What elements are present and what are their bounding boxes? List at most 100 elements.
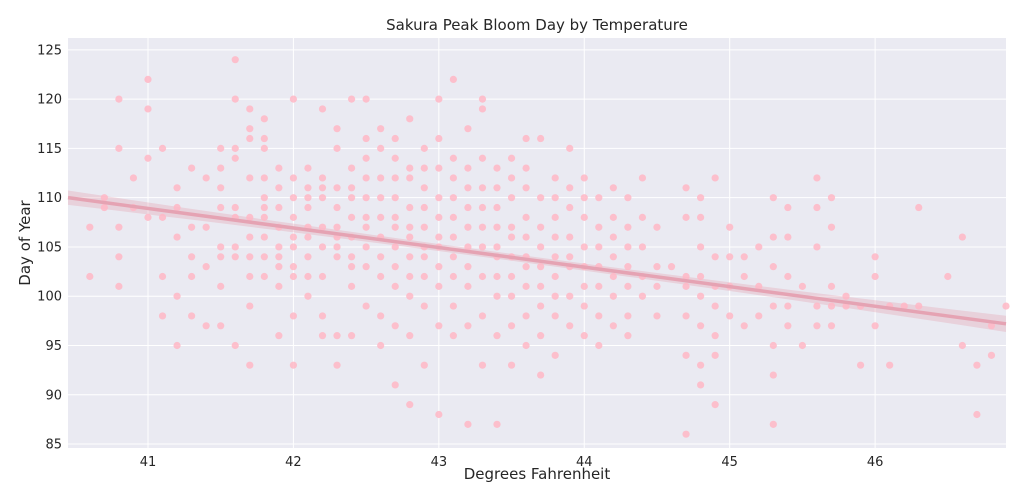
data-point (609, 213, 617, 221)
data-point (435, 95, 443, 103)
y-axis-label: Day of Year (16, 199, 34, 285)
data-point (347, 95, 356, 103)
data-point (784, 322, 792, 330)
data-point (478, 272, 487, 281)
data-point (217, 282, 225, 290)
data-point (624, 223, 632, 231)
data-point (871, 322, 879, 330)
data-point (188, 223, 196, 231)
data-point (318, 312, 327, 320)
data-point (406, 253, 414, 261)
data-point (377, 174, 385, 182)
data-point (551, 233, 559, 241)
data-point (260, 144, 268, 152)
data-point (566, 253, 574, 261)
data-point (420, 223, 428, 231)
data-point (377, 253, 385, 261)
data-point (231, 341, 239, 350)
data-point (682, 430, 690, 438)
y-tick-label: 85 (45, 438, 62, 453)
data-point (769, 194, 777, 202)
data-point (537, 243, 545, 251)
data-point (958, 233, 966, 241)
data-point (624, 243, 632, 251)
data-point (973, 410, 981, 419)
data-point (609, 322, 617, 330)
data-point (173, 184, 181, 192)
data-point (697, 213, 705, 221)
data-point (464, 184, 472, 192)
data-point (362, 243, 370, 251)
data-point (100, 203, 108, 212)
data-point (304, 184, 312, 192)
data-point (231, 154, 239, 162)
data-point (915, 302, 923, 310)
data-point (755, 243, 763, 251)
data-point (318, 184, 327, 192)
data-point (507, 154, 516, 162)
data-point (275, 282, 283, 290)
data-point (580, 302, 588, 310)
data-point (726, 253, 734, 261)
data-point (246, 253, 254, 261)
data-point (522, 341, 530, 350)
data-point (260, 272, 268, 281)
data-point (289, 263, 298, 271)
data-point (449, 332, 457, 340)
data-point (769, 302, 777, 310)
data-point (537, 371, 545, 379)
data-point (406, 292, 414, 300)
data-point (813, 302, 821, 310)
data-point (289, 95, 298, 103)
data-point (289, 243, 298, 251)
data-point (391, 154, 399, 162)
data-point (493, 332, 501, 340)
data-point (129, 174, 138, 182)
data-point (362, 302, 370, 310)
data-point (449, 302, 457, 310)
data-point (435, 410, 443, 419)
data-point (580, 194, 588, 202)
data-point (711, 302, 719, 310)
data-point (158, 213, 167, 221)
data-point (784, 203, 792, 212)
y-tick-label: 100 (37, 290, 62, 305)
data-point (275, 203, 283, 212)
data-point (435, 282, 443, 290)
data-point (551, 351, 559, 359)
data-point (362, 194, 370, 202)
data-point (798, 341, 807, 350)
data-point (202, 263, 210, 271)
data-point (420, 203, 428, 212)
data-point (275, 332, 283, 340)
data-point (260, 203, 268, 212)
data-point (464, 322, 472, 330)
data-point (769, 263, 777, 271)
data-point (420, 184, 428, 192)
data-point (289, 194, 298, 202)
data-point (362, 134, 370, 143)
data-point (464, 420, 472, 428)
data-point (609, 184, 617, 192)
chart-title: Sakura Peak Bloom Day by Temperature (386, 16, 688, 34)
data-point (769, 233, 777, 241)
data-point (289, 213, 298, 221)
data-point (682, 282, 690, 290)
data-point (580, 213, 588, 221)
data-point (435, 164, 443, 172)
data-point (173, 292, 181, 300)
data-point (406, 332, 414, 340)
data-point (202, 322, 210, 330)
data-point (246, 213, 254, 221)
data-point (478, 312, 487, 320)
data-point (551, 292, 559, 300)
data-point (333, 223, 341, 231)
data-point (493, 164, 501, 172)
data-point (478, 243, 487, 251)
data-point (493, 223, 501, 231)
data-point (449, 272, 457, 281)
data-point (260, 253, 268, 261)
data-point (726, 223, 734, 231)
data-point (697, 361, 705, 369)
data-point (580, 282, 588, 290)
